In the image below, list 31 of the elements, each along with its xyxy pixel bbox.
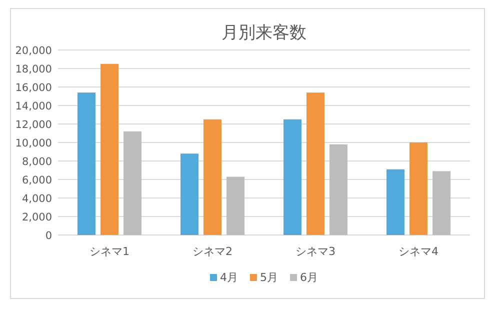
x-tick-label: シネマ3 xyxy=(296,245,336,258)
bar xyxy=(306,92,324,235)
bar xyxy=(226,176,244,235)
y-tick-label: 0 xyxy=(45,230,52,242)
y-tick-label: 20,000 xyxy=(15,45,52,57)
y-tick-label: 8,000 xyxy=(22,156,52,168)
y-tick-label: 10,000 xyxy=(15,138,52,150)
y-tick-label: 18,000 xyxy=(15,64,52,76)
bar xyxy=(410,142,428,235)
x-tick-label: シネマ2 xyxy=(192,245,232,258)
y-tick-label: 16,000 xyxy=(15,82,52,94)
bar xyxy=(204,119,222,235)
bar xyxy=(78,92,96,235)
y-tick-label: 2,000 xyxy=(22,212,52,224)
x-tick-label: シネマ1 xyxy=(90,245,130,258)
bar xyxy=(180,154,198,235)
y-tick-label: 4,000 xyxy=(22,193,52,205)
y-tick-label: 12,000 xyxy=(15,119,52,131)
bar xyxy=(284,119,302,235)
bar xyxy=(124,131,142,235)
x-tick-label: シネマ4 xyxy=(398,245,438,258)
legend-label: 5月 xyxy=(260,271,278,284)
bar xyxy=(386,169,404,235)
bar xyxy=(100,64,118,235)
y-tick-label: 14,000 xyxy=(15,100,52,112)
legend-label: 6月 xyxy=(300,271,318,284)
bar xyxy=(330,144,348,235)
legend-label: 4月 xyxy=(220,271,238,284)
bar xyxy=(432,171,450,235)
y-tick-label: 6,000 xyxy=(22,174,52,186)
chart-title: 月別来客数 xyxy=(222,23,306,43)
